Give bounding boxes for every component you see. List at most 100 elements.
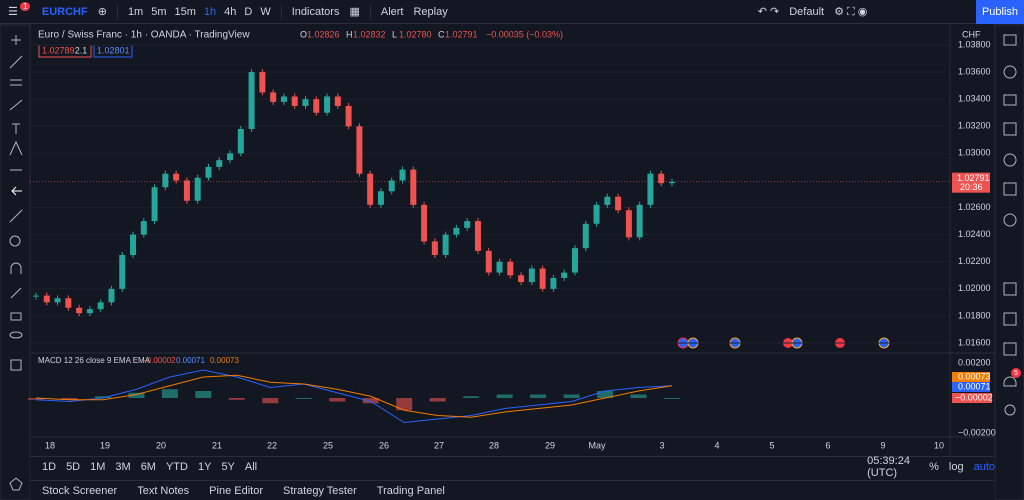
- interval[interactable]: D: [244, 5, 253, 18]
- ohlc-key: O: [300, 29, 307, 39]
- bid-box: [38, 44, 92, 58]
- candle: [410, 169, 417, 205]
- macd-histogram-bar: [630, 394, 647, 398]
- ohlc-value: 1.02826: [307, 29, 340, 39]
- tab[interactable]: Pine Editor: [209, 484, 263, 497]
- publish[interactable]: Publish: [976, 0, 1024, 24]
- candle: [669, 181, 675, 184]
- candle: [539, 268, 546, 289]
- candle: [474, 221, 481, 251]
- add-symbol[interactable]: ⊕: [97, 6, 107, 18]
- price-tick-label: 1.02600: [958, 202, 991, 212]
- price-tick-label: 1.01800: [958, 310, 991, 320]
- candle: [528, 268, 535, 283]
- candle: [291, 96, 298, 106]
- tab[interactable]: Trading Panel: [376, 484, 445, 497]
- auto[interactable]: auto: [973, 460, 995, 473]
- top-toolbar: ☰ 1 EURCHF ⊕ 1m 5m 15m 1h 4h D W Indicators ▦ …: [0, 0, 1024, 24]
- indicators[interactable]: Indicators: [291, 5, 340, 18]
- tab[interactable]: Stock Screener: [42, 484, 118, 497]
- candle: [216, 160, 223, 167]
- candle: [183, 180, 190, 201]
- candle: [76, 307, 83, 314]
- interval[interactable]: 1m: [127, 5, 144, 18]
- range-button[interactable]: 5Y: [221, 460, 235, 473]
- interval[interactable]: 4h: [224, 5, 237, 18]
- percent[interactable]: %: [929, 460, 939, 473]
- candle: [507, 261, 514, 276]
- range-button[interactable]: 3M: [115, 460, 131, 473]
- interval[interactable]: W: [260, 5, 271, 18]
- candle: [377, 191, 384, 205]
- range-button[interactable]: 5D: [66, 460, 81, 473]
- ohlc-key: C: [438, 29, 445, 39]
- candle: [625, 210, 632, 238]
- range-button[interactable]: 1M: [90, 460, 106, 473]
- macd-tick-label: −0.00200: [958, 427, 996, 437]
- badge: 1: [20, 2, 31, 11]
- candle: [280, 96, 287, 102]
- macd-histogram-bar: [61, 398, 78, 400]
- candle: [162, 173, 169, 188]
- countdown: 20:36: [960, 182, 983, 192]
- time-label: 28: [489, 440, 499, 450]
- undo[interactable]: ↶ ↷: [757, 6, 780, 18]
- bottom-tabs: Stock Screener Text Notes Pine Editor Strat…: [30, 480, 995, 500]
- range-button[interactable]: All: [244, 460, 258, 473]
- price-tick-label: 1.03000: [958, 148, 991, 158]
- price-tick-label: 1.01600: [958, 337, 991, 347]
- ohlc-value: 1.02832: [353, 29, 386, 39]
- tab[interactable]: Text Notes: [137, 484, 190, 497]
- candle: [518, 275, 525, 283]
- price-tick-label: 1.03600: [958, 66, 991, 76]
- macd-histogram-bar: [295, 398, 312, 399]
- ohlc-value: 1.02791: [445, 29, 478, 39]
- range-button[interactable]: 6M: [140, 460, 156, 473]
- macd-histogram-bar: [195, 391, 212, 398]
- last-price-label: 1.02791: [957, 173, 990, 183]
- candle: [485, 250, 492, 273]
- left-toolbar: [0, 24, 31, 500]
- interval[interactable]: 15m: [174, 5, 196, 18]
- interval[interactable]: 5m: [151, 5, 167, 18]
- macd-legend-value: 0.00073: [210, 356, 239, 365]
- interval[interactable]: 1h: [203, 5, 217, 18]
- candle: [270, 92, 277, 102]
- range-button[interactable]: 1Y: [197, 460, 212, 473]
- macd-histogram-bar: [563, 394, 580, 398]
- settings[interactable]: ⚙ ⛶ ◉: [834, 5, 868, 18]
- symbol[interactable]: EURCHF: [41, 5, 88, 18]
- replay[interactable]: Replay: [413, 5, 448, 18]
- range-bar: 1D 5D 1M 3M 6M YTD 1Y 5Y All 05:39:24 (UTC)% log au…: [30, 455, 995, 479]
- macd-histogram-bar: [161, 389, 178, 398]
- menu[interactable]: ☰: [8, 6, 18, 18]
- range-button[interactable]: YTD: [165, 460, 188, 473]
- layout[interactable]: Default: [789, 5, 825, 18]
- time-label: 9: [880, 440, 885, 450]
- range-button[interactable]: 1D: [42, 460, 57, 473]
- hist-tag: [952, 393, 992, 403]
- candle: [227, 153, 234, 161]
- macd-tick-label: 0.00200: [958, 357, 991, 367]
- candle: [615, 196, 622, 211]
- macd-tag: [952, 382, 990, 392]
- candle: [302, 99, 309, 106]
- macd-legend-value: −0.00002: [142, 356, 176, 365]
- time-label: 26: [379, 440, 389, 450]
- candle: [205, 166, 212, 178]
- macd-histogram-bar: [262, 398, 279, 404]
- candle: [97, 302, 104, 310]
- ohlc-key: H: [346, 29, 353, 39]
- candle: [119, 254, 126, 289]
- tab[interactable]: Strategy Tester: [282, 484, 357, 497]
- templates[interactable]: ▦: [349, 6, 360, 18]
- alert[interactable]: Alert: [380, 5, 404, 18]
- ohlc-key: L: [392, 29, 397, 39]
- candle: [324, 96, 331, 113]
- candle: [647, 173, 654, 205]
- last-price-tag: [952, 172, 990, 193]
- log[interactable]: log: [948, 460, 964, 473]
- time-label: 27: [434, 440, 444, 450]
- bid: 1.02789: [42, 45, 75, 55]
